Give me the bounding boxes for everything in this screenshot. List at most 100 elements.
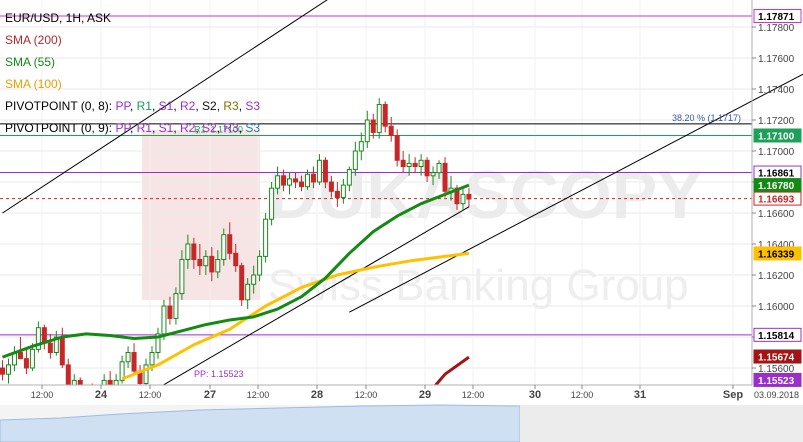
candle: [364, 110, 370, 148]
candle: [310, 166, 316, 189]
candle: [203, 250, 209, 275]
x-tick-label: 12:00: [355, 390, 378, 400]
candle-body: [275, 175, 281, 189]
candle: [400, 151, 406, 173]
price-tag: 1.16339: [753, 246, 802, 261]
candle: [143, 358, 149, 387]
candle-body: [430, 172, 436, 177]
candle: [418, 154, 424, 176]
candle: [370, 113, 376, 139]
candle: [346, 166, 352, 192]
legend-pivot-item: R1: [136, 121, 152, 135]
candle-body: [59, 336, 65, 366]
price-tag: 1.15523: [753, 372, 802, 387]
x-axis[interactable]: 12:00 24 12:00 27 12:00 28 12:00 29 12:00 30 12:00…: [0, 384, 803, 442]
x-tick-label: 12:00: [571, 390, 594, 400]
candle: [334, 182, 340, 207]
legend-item-2: SMA (100): [5, 77, 62, 91]
legend-pivot-prefix: PIVOTPOINT (0, 9):: [5, 121, 116, 135]
candle: [406, 154, 412, 176]
x-tick-label: 12:00: [462, 390, 485, 400]
candle-body: [23, 358, 29, 369]
y-tick-label: 1.17000: [758, 147, 795, 158]
candle-body: [167, 305, 173, 319]
candle: [287, 172, 293, 195]
candle: [59, 327, 65, 368]
candle: [221, 228, 227, 266]
candle-body: [442, 162, 448, 192]
y-tick-label: 1.17600: [758, 54, 795, 65]
x-tick-label: 12:00: [139, 390, 162, 400]
price-tag: 1.17100: [753, 128, 802, 143]
candle: [269, 182, 275, 226]
candle-body: [65, 364, 71, 388]
candle-body: [287, 178, 293, 186]
candle: [358, 132, 364, 161]
price-tag-box: [753, 246, 802, 261]
candle-body: [436, 162, 442, 174]
price-tag-label: 1.17100: [758, 132, 795, 143]
candle: [382, 101, 388, 133]
candle-body: [269, 187, 275, 220]
candle: [322, 157, 328, 189]
candle-body: [233, 252, 239, 267]
candle: [0, 360, 5, 381]
candle: [53, 330, 59, 356]
candle: [281, 169, 287, 192]
price-tag-box: [753, 128, 802, 143]
candle: [209, 247, 215, 282]
candle-body: [173, 293, 179, 319]
price-tag-label: 1.17871: [758, 12, 795, 23]
x-tick-label: 29: [419, 389, 431, 401]
candle: [376, 98, 382, 139]
candle-body: [161, 305, 167, 335]
candle: [161, 299, 167, 341]
candle: [257, 250, 263, 282]
legend-symbol: EUR/USD, 1H, ASK: [5, 11, 112, 25]
y-tick-label: 1.16600: [758, 209, 795, 220]
candle: [293, 172, 299, 189]
candle-body: [251, 274, 257, 285]
candle: [263, 213, 269, 263]
candle: [155, 327, 161, 359]
candle: [179, 250, 185, 300]
x-date-label: 03.09.2018: [754, 390, 799, 400]
price-tag-box: [753, 372, 802, 387]
candle-body: [299, 181, 304, 188]
candle: [41, 324, 47, 350]
candle: [5, 358, 11, 384]
watermark-subtitle: Swiss Banking Group: [268, 261, 689, 310]
candle-body: [209, 255, 215, 273]
annotation-label: 38.20 % (1.1717): [672, 113, 741, 123]
legend-pivot-item: S3: [245, 99, 261, 113]
candle-body: [304, 173, 310, 188]
candle-body: [179, 259, 185, 295]
candle-body: [53, 336, 59, 353]
price-tag: 1.16861: [753, 165, 802, 180]
candle-body: [340, 184, 346, 199]
candle-body: [281, 175, 287, 186]
sma-55-line: [1, 183, 470, 359]
watermark-title: DUKASCOPY: [268, 157, 703, 233]
candle-body: [185, 243, 191, 260]
candle-body: [352, 150, 358, 171]
candle-body: [418, 159, 424, 168]
candle-body: [29, 348, 35, 369]
candle-body: [215, 259, 221, 273]
candle-body: [293, 178, 299, 183]
price-tag-label: 1.16339: [758, 249, 795, 260]
candle: [460, 188, 466, 210]
y-tick-label: 1.16400: [758, 240, 795, 251]
legend-pivot-item: S2: [202, 121, 217, 135]
candle-body: [149, 352, 155, 366]
candle-body: [460, 193, 466, 205]
legend-pivot-prefix: PIVOTPOINT (0, 8):: [5, 99, 116, 113]
candle-body: [35, 327, 41, 350]
legend-item-0: SMA (200): [5, 33, 62, 47]
price-tag-label: 1.16861: [758, 169, 795, 180]
candle-body: [370, 119, 376, 133]
legend-pivot-item: R3: [223, 121, 239, 135]
y-tick-label: 1.16200: [758, 271, 795, 282]
